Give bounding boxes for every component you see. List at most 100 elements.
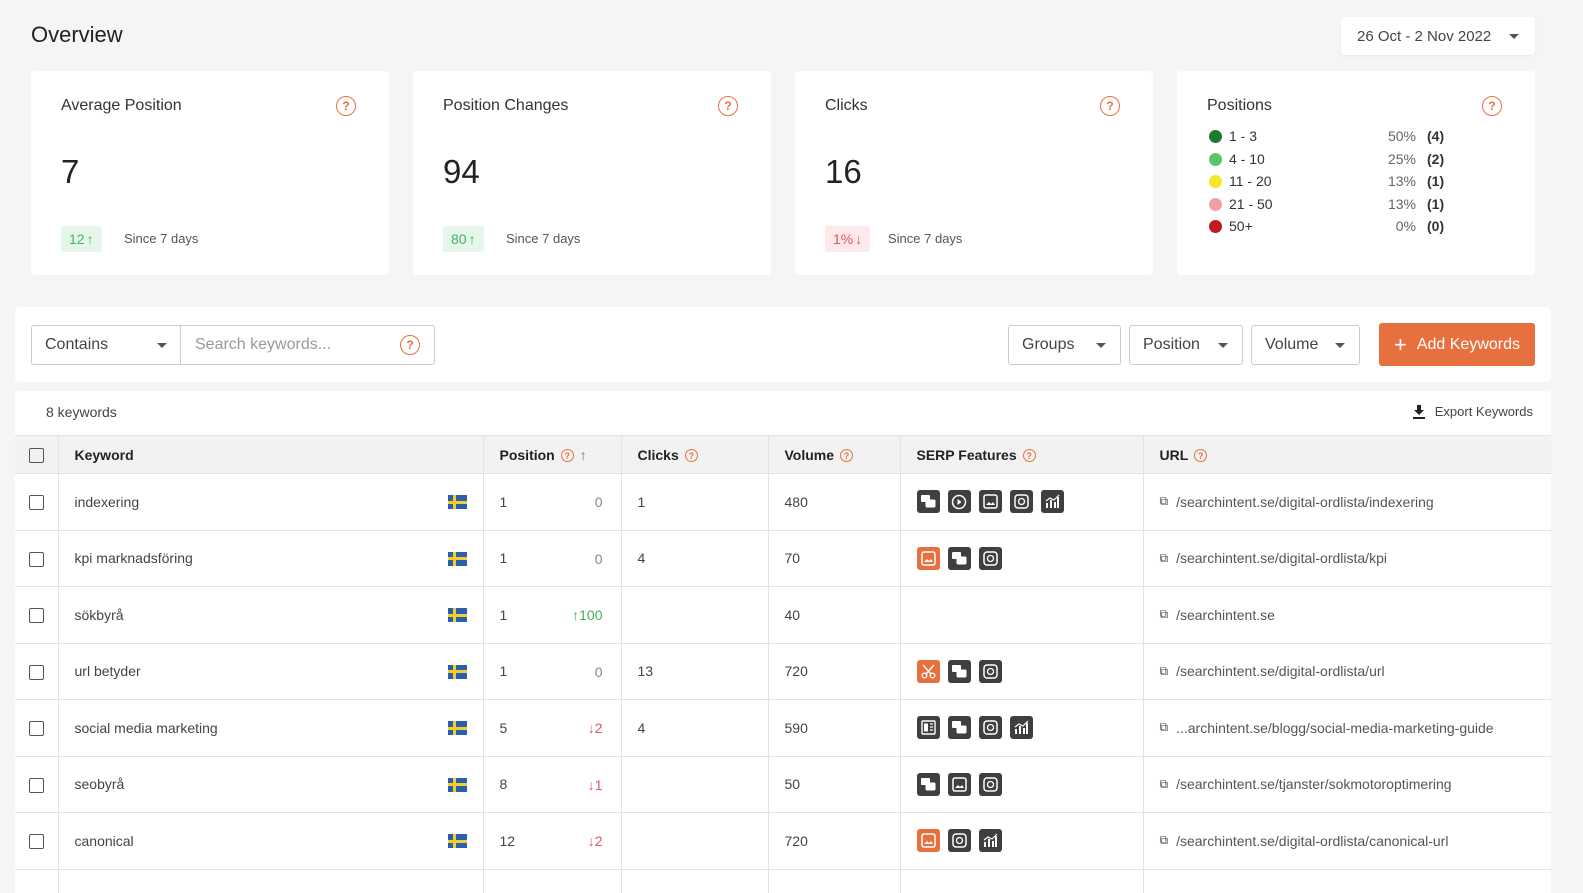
arrow-down-icon: ↓ [587,720,595,736]
image-pack-icon[interactable] [947,772,971,796]
positions-row: 11 - 20 13% (1) [1209,172,1449,195]
position-changes-card: Position Changes ? 94 80 ↑ Since 7 days [413,71,771,275]
faq-icon[interactable] [916,772,940,796]
serp-icons [916,829,1143,853]
search-box: ? [180,325,435,365]
image-icon[interactable] [978,546,1002,570]
delta-badge: 1% ↓ [825,226,871,252]
table-row[interactable]: kpi marknadsföring 1 0 4 70 ⧉/searchintent.se… [15,530,1551,587]
url-link[interactable]: /searchintent.se/digital-ordlista/url [1176,663,1385,680]
url-link[interactable]: /searchintent.se [1176,606,1275,623]
match-mode-select[interactable]: Contains [31,325,181,365]
table-row[interactable]: indexering 1 0 1 480 ⧉/searchintent.se/digita… [15,473,1551,531]
row-select-cell [15,643,59,700]
table-row[interactable]: social media marketing 5 ↓2 4 590 ⧉ ...archint… [15,699,1551,757]
card-title: Clicks [825,97,868,114]
external-link-icon[interactable]: ⧉ [1159,607,1169,622]
url-link[interactable]: /searchintent.se/digital-ordlista/kpi [1176,550,1387,567]
positions-row: 21 - 50 13% (1) [1209,195,1449,218]
external-link-icon[interactable]: ⧉ [1159,550,1169,565]
help-icon[interactable]: ? [400,335,420,355]
url-cell: ⧉ /searchintent.se/digital-ordlista/canon… [1143,812,1551,870]
position-dot [1209,175,1222,188]
external-link-icon[interactable]: ⧉ [1159,663,1169,678]
external-link-icon[interactable]: ⧉ [1159,720,1169,735]
help-icon[interactable]: ? [684,449,698,462]
position-dropdown[interactable]: Position [1129,325,1243,365]
image-pack-icon[interactable] [916,829,940,853]
row-checkbox[interactable] [28,551,44,567]
external-link-icon[interactable]: ⧉ [1159,776,1169,791]
image-icon[interactable] [978,659,1002,683]
column-keyword[interactable]: Keyword [58,435,484,474]
position-change: ↓2 [587,720,603,736]
position-count: (4) [1427,128,1445,144]
row-checkbox[interactable] [28,664,44,680]
date-range-picker[interactable]: 26 Oct - 2 Nov 2022 [1341,17,1535,55]
url-link[interactable]: /searchintent.se/tjanster/sokmotoroptime… [1176,776,1452,793]
row-checkbox[interactable] [28,721,44,737]
table-row[interactable] [15,869,1551,893]
help-icon[interactable]: ? [1194,449,1208,462]
help-icon[interactable]: ? [1482,96,1502,116]
help-icon[interactable]: ? [718,96,738,116]
table-row[interactable]: sökbyrå 1 ↑100 40 ⧉ /searchintent.se [15,586,1551,644]
column-volume[interactable]: Volume? [768,435,901,474]
add-keywords-button[interactable]: + Add Keywords [1379,323,1535,366]
position-change: 0 [594,550,603,567]
url-link[interactable]: /searchintent.se/digital-ordlista/canoni… [1176,832,1449,849]
image-pack-icon[interactable] [978,490,1002,514]
image-icon[interactable] [947,829,971,853]
help-icon[interactable]: ? [1100,96,1120,116]
faq-icon[interactable] [947,546,971,570]
volume-dropdown[interactable]: Volume [1251,325,1360,365]
image-icon[interactable] [978,772,1002,796]
volume-label: Volume [1265,336,1319,353]
table-row[interactable]: canonical 12 ↓2 720 ⧉ /searchintent.se/digita… [15,812,1551,870]
column-position[interactable]: Position? ↑ [483,435,622,474]
row-checkbox[interactable] [28,834,44,850]
stats-icon[interactable] [1040,490,1064,514]
clicks-cell [621,812,769,870]
faq-icon[interactable] [916,490,940,514]
volume-cell: 590 [768,699,901,757]
select-all-checkbox[interactable] [28,447,44,463]
faq-icon[interactable] [947,716,971,740]
stats-icon[interactable] [1009,716,1033,740]
search-input[interactable] [181,326,391,364]
url-link[interactable]: ...archintent.se/blogg/social-media-mark… [1176,719,1494,736]
help-icon[interactable]: ? [840,449,854,462]
table-row[interactable]: url betyder 1 0 13 720 ⧉/searchintent.se/digi… [15,643,1551,700]
help-icon[interactable]: ? [1022,449,1036,462]
column-url[interactable]: URL? [1143,435,1551,474]
table-row[interactable]: seobyrå 8 ↓1 50 ⧉ /searchintent.se/tjanster/s… [15,756,1551,813]
arrow-down-icon: ↓ [587,833,595,849]
image-icon[interactable] [978,716,1002,740]
external-link-icon[interactable]: ⧉ [1159,494,1169,509]
help-icon[interactable]: ? [560,449,574,462]
row-checkbox[interactable] [28,495,44,511]
snippet-icon[interactable] [916,659,940,683]
help-icon[interactable]: ? [336,96,356,116]
row-checkbox[interactable] [28,777,44,793]
clicks-value: 13 [637,663,654,680]
column-clicks[interactable]: Clicks? [621,435,769,474]
column-serp-features[interactable]: SERP Features? [900,435,1144,474]
image-icon[interactable] [1009,490,1033,514]
url-link[interactable]: /searchintent.se/digital-ordlista/indexe… [1176,493,1434,510]
article-icon[interactable] [916,716,940,740]
row-checkbox[interactable] [28,608,44,624]
export-keywords-button[interactable]: Export Keywords [1412,404,1533,419]
faq-icon[interactable] [947,659,971,683]
position-count: (0) [1427,218,1445,234]
groups-dropdown[interactable]: Groups [1008,325,1121,365]
sort-ascending-icon[interactable]: ↑ [579,446,587,463]
stats-icon[interactable] [978,829,1002,853]
external-link-icon[interactable]: ⧉ [1159,833,1169,848]
position-change: ↓1 [587,776,603,793]
position-value: 1 [499,606,508,623]
image-pack-icon[interactable] [916,546,940,570]
video-icon[interactable] [947,490,971,514]
keyword-text: url betyder [74,663,141,680]
sweden-flag-icon [447,551,467,566]
